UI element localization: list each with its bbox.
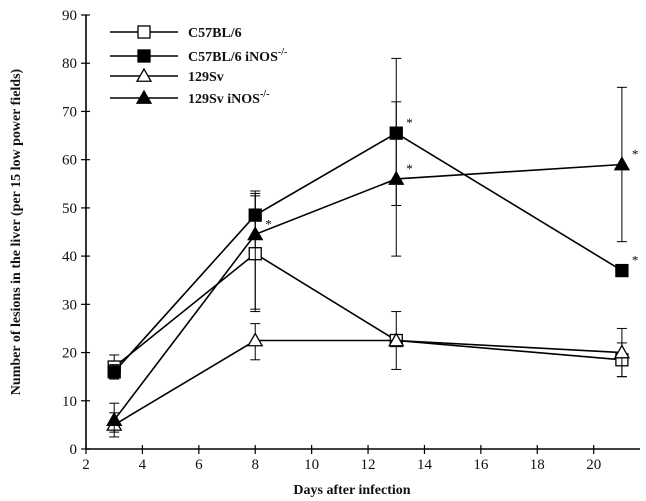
y-tick-label: 70 — [62, 104, 77, 120]
series-2 — [106, 323, 631, 438]
data-point — [388, 170, 405, 185]
legend: C57BL/6 C57BL/6 iNOS-/- 129Sv 129Sv iNOS-/- — [110, 25, 287, 107]
significance-star: * — [406, 161, 413, 176]
significance-star: * — [265, 216, 272, 231]
data-point — [247, 226, 264, 241]
x-ticks: 2 4 6 8 10 12 14 16 18 20 — [82, 445, 601, 473]
series-line — [113, 339, 622, 426]
y-tick-label: 60 — [62, 153, 77, 169]
series-layer: ***** — [106, 57, 639, 438]
significance-star: * — [632, 146, 639, 161]
data-point — [388, 332, 405, 347]
data-point — [107, 365, 121, 379]
x-tick-label: 8 — [251, 457, 259, 473]
data-point — [613, 156, 631, 171]
legend-label: C57BL/6 — [188, 26, 242, 41]
x-tick-label: 6 — [195, 457, 203, 473]
x-tick-label: 14 — [417, 457, 433, 473]
legend-label: 129Sv iNOS-/- — [188, 89, 269, 107]
data-point — [613, 344, 631, 359]
x-tick-label: 18 — [530, 457, 545, 473]
series-line — [113, 163, 622, 421]
legend-marker — [135, 67, 153, 82]
legend-marker — [137, 25, 151, 39]
x-axis-title: Days after infection — [293, 483, 410, 498]
x-tick-label: 12 — [361, 457, 376, 473]
y-tick-label: 50 — [62, 201, 77, 217]
y-tick-label: 40 — [62, 249, 77, 265]
x-tick-label: 20 — [586, 457, 601, 473]
series-1: ** — [107, 57, 639, 380]
legend-marker — [135, 89, 153, 104]
y-axis-title: Number of lesions in the liver (per 15 l… — [9, 68, 24, 395]
x-axis: 2 4 6 8 10 12 14 16 18 20 — [82, 445, 640, 473]
y-tick-label: 0 — [70, 442, 78, 458]
y-tick-label: 10 — [62, 394, 77, 410]
x-tick-label: 16 — [473, 457, 489, 473]
y-tick-label: 30 — [62, 297, 77, 313]
y-ticks: 0 10 20 30 40 50 60 70 80 90 — [62, 8, 90, 458]
legend-label: 129Sv — [188, 70, 224, 85]
series-0 — [107, 195, 629, 378]
series-line — [113, 132, 623, 373]
x-tick-label: 10 — [304, 457, 319, 473]
y-tick-label: 80 — [62, 56, 77, 72]
x-tick-label: 4 — [139, 457, 147, 473]
y-axis: 0 10 20 30 40 50 60 70 80 90 — [62, 8, 90, 458]
series-3: * * * — [106, 86, 639, 433]
legend-label: C57BL/6 iNOS-/- — [188, 47, 287, 65]
significance-star: * — [632, 253, 639, 268]
y-tick-label: 20 — [62, 346, 77, 362]
data-point — [106, 411, 123, 426]
data-point — [615, 263, 629, 278]
y-tick-label: 90 — [62, 8, 77, 24]
legend-marker — [137, 49, 151, 63]
x-tick-label: 2 — [82, 457, 90, 473]
data-point — [247, 332, 264, 347]
significance-star: * — [406, 115, 413, 130]
series-line — [113, 252, 622, 368]
